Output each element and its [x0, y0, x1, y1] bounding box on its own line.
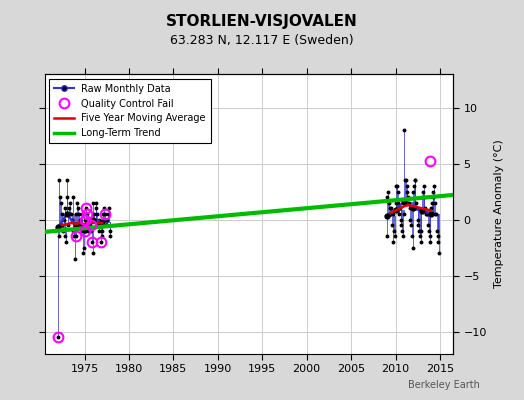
Text: Berkeley Earth: Berkeley Earth	[408, 380, 479, 390]
Text: STORLIEN-VISJOVALEN: STORLIEN-VISJOVALEN	[166, 14, 358, 29]
Legend: Raw Monthly Data, Quality Control Fail, Five Year Moving Average, Long-Term Tren: Raw Monthly Data, Quality Control Fail, …	[49, 79, 211, 143]
Text: 63.283 N, 12.117 E (Sweden): 63.283 N, 12.117 E (Sweden)	[170, 34, 354, 47]
Y-axis label: Temperature Anomaly (°C): Temperature Anomaly (°C)	[494, 140, 504, 288]
